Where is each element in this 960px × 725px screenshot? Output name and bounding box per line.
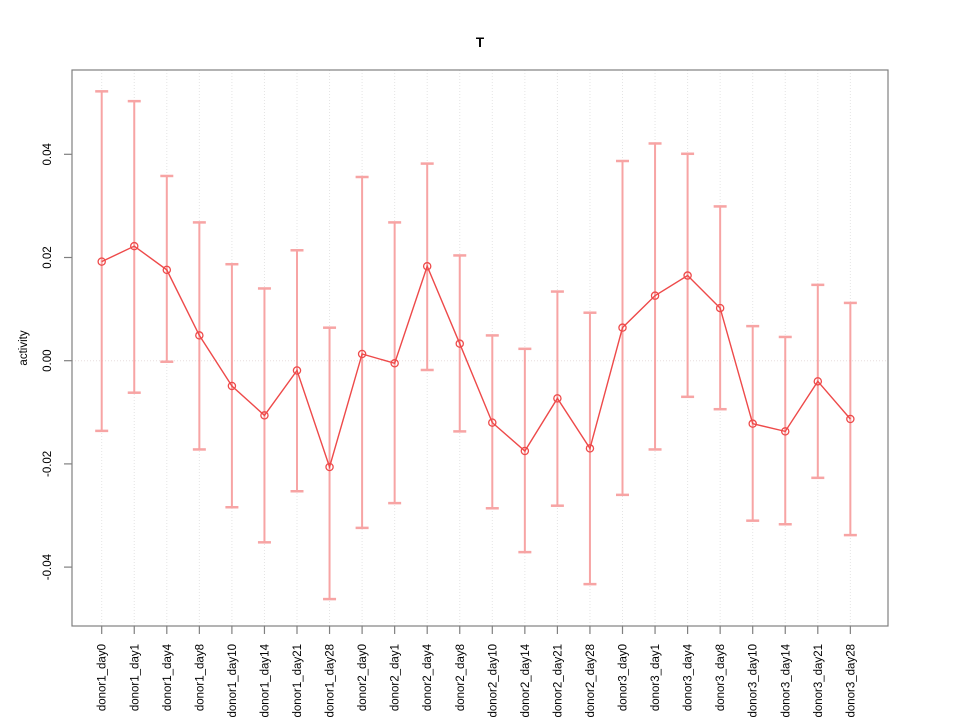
x-tick-label: donor2_day8 [455, 644, 467, 711]
y-axis-label: activity [18, 330, 30, 365]
y-tick-label: 0.00 [42, 350, 54, 372]
x-tick-label: donor2_day10 [487, 644, 499, 718]
x-tick-label: donor3_day0 [618, 644, 630, 711]
data-point [422, 262, 432, 271]
data-point [618, 323, 627, 332]
y-tick-label: 0.02 [42, 246, 54, 268]
plot-border [71, 69, 889, 627]
y-tick-label: -0.04 [42, 553, 54, 580]
x-tick-label: donor1_day28 [325, 644, 337, 718]
x-tick-label: donor3_day14 [780, 643, 792, 717]
data-point [162, 265, 172, 275]
y-tick-label: 0.04 [42, 143, 54, 166]
data-point [781, 427, 790, 436]
x-tick-label: donor2_day4 [422, 643, 434, 711]
data-point [715, 303, 725, 313]
x-tick-label: donor2_day28 [585, 644, 597, 718]
data-point [97, 257, 106, 266]
x-tick-label: donor1_day4 [162, 643, 174, 711]
data-point [488, 418, 497, 427]
data-point [520, 446, 530, 456]
data-point [129, 241, 139, 251]
x-tick-label: donor2_day14 [520, 643, 532, 717]
data-point [227, 381, 237, 391]
data-point [553, 394, 562, 403]
data-point [683, 271, 692, 280]
x-tick-label: donor1_day0 [97, 644, 109, 711]
data-point [846, 414, 855, 424]
data-point [390, 359, 399, 368]
chart-title: T [476, 35, 485, 50]
data-point [195, 331, 204, 340]
data-point [260, 411, 269, 420]
x-tick-label: donor1_day8 [194, 644, 206, 711]
x-tick-label: donor2_day1 [390, 644, 402, 711]
data-point [455, 339, 464, 348]
data-point [813, 377, 823, 386]
x-tick-label: donor2_day0 [357, 644, 369, 711]
x-tick-label: donor3_day21 [813, 644, 825, 718]
series-line [101, 245, 851, 470]
y-tick-label: -0.02 [42, 451, 54, 477]
data-point [292, 366, 302, 375]
x-tick-label: donor3_day4 [683, 643, 695, 711]
data-point [585, 444, 595, 453]
x-tick-label: donor1_day14 [259, 643, 271, 717]
x-tick-label: donor1_day21 [292, 644, 304, 718]
x-tick-label: donor1_day10 [227, 644, 239, 718]
x-tick-label: donor3_day8 [715, 644, 727, 711]
x-tick-label: donor3_day1 [650, 644, 662, 711]
x-tick-label: donor2_day21 [552, 644, 564, 718]
data-point [748, 419, 757, 428]
x-tick-label: donor3_day28 [845, 644, 857, 718]
data-point [325, 462, 334, 472]
x-tick-label: donor3_day10 [748, 644, 760, 718]
x-tick-label: donor1_day1 [129, 644, 141, 711]
data-point [650, 291, 660, 300]
data-point [357, 349, 367, 359]
